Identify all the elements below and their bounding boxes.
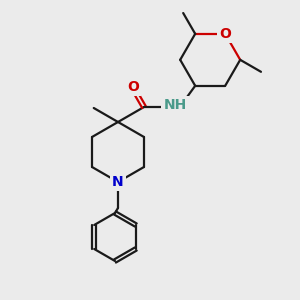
Text: NH: NH (164, 98, 187, 112)
Text: O: O (127, 80, 139, 94)
Text: O: O (219, 27, 231, 41)
Text: N: N (112, 175, 124, 189)
